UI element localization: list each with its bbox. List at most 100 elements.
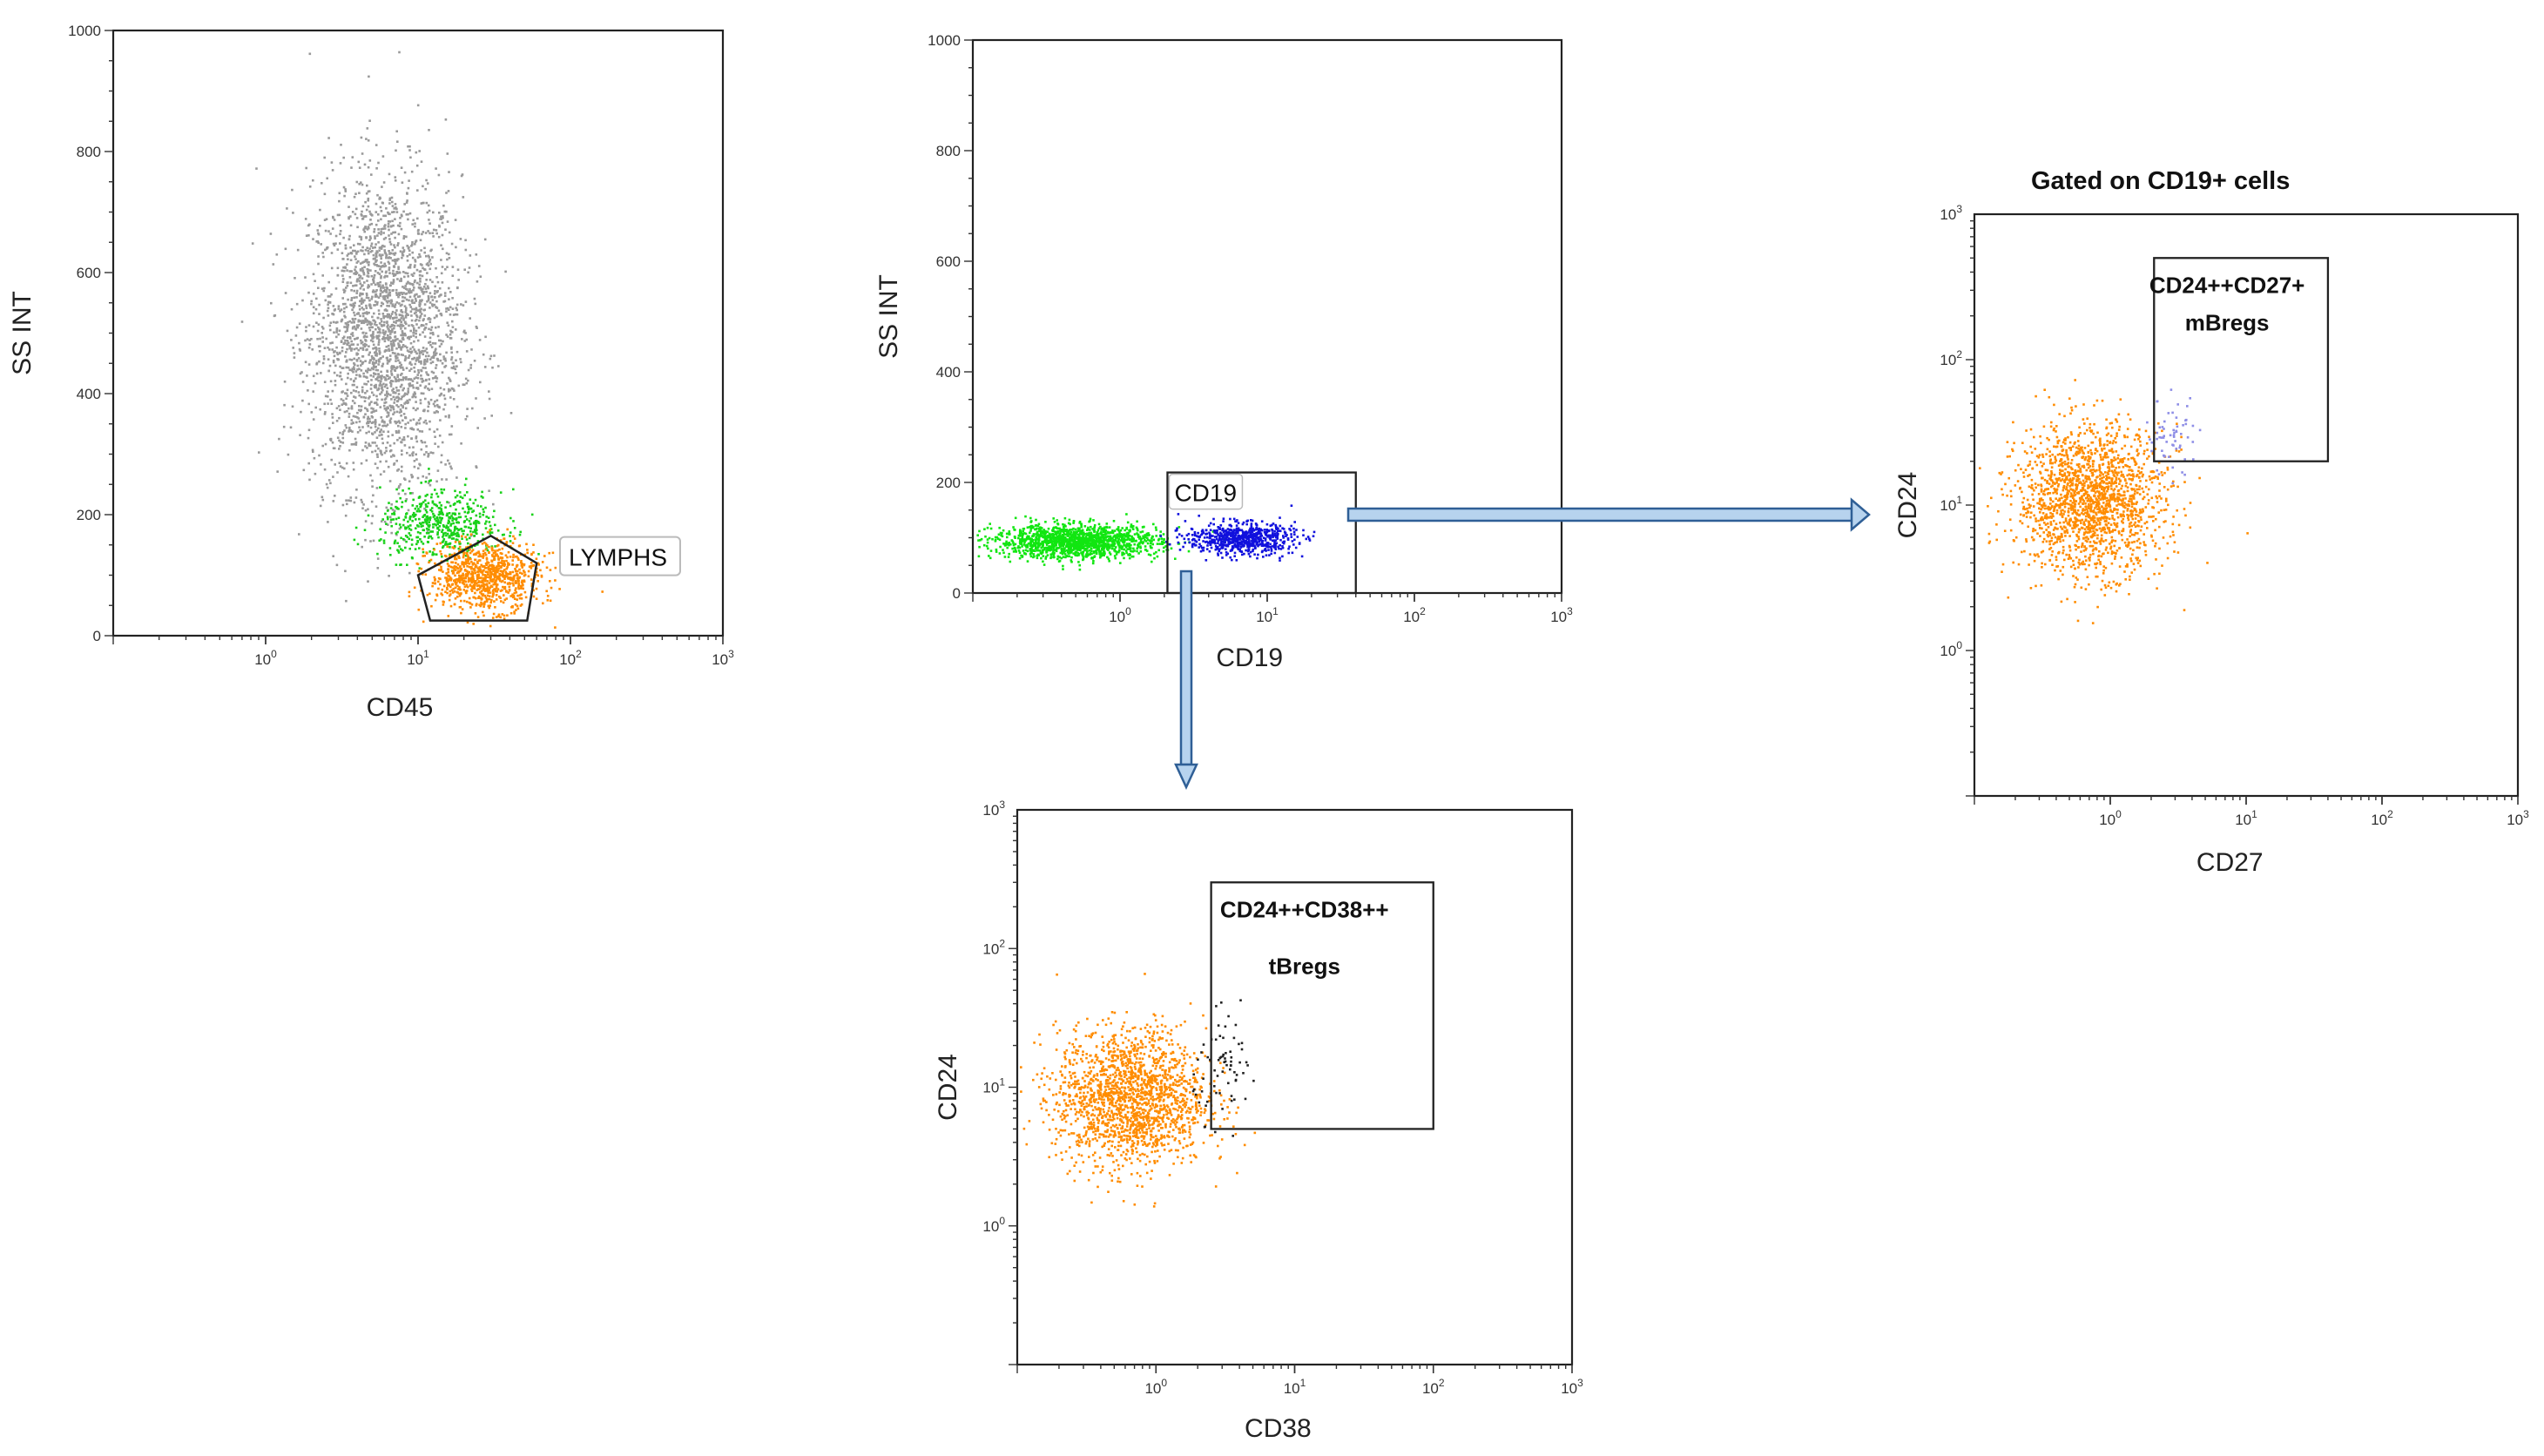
event-point [381,518,384,521]
event-point [500,574,503,576]
event-point [352,468,355,471]
event-point [446,258,449,261]
event-point [435,367,437,369]
event-point [331,348,334,351]
event-point [324,442,327,446]
event-point [344,316,347,319]
event-point [400,379,402,381]
event-point [1097,522,1101,526]
event-point [434,400,436,403]
event-point [435,315,438,318]
event-point [345,599,348,603]
event-point [1092,560,1095,563]
event-point [382,214,385,218]
event-point [370,222,374,226]
event-point [396,278,399,280]
event-point [420,307,422,311]
event-point [360,213,363,216]
event-point [427,482,430,485]
event-point [535,573,538,576]
event-point [422,266,424,270]
event-point [413,266,416,268]
event-point [364,520,368,522]
event-point [495,554,497,556]
event-point [428,535,431,538]
event-point [389,380,393,382]
event-point [432,211,435,214]
event-point [403,203,406,206]
event-point [509,576,512,579]
event-point [1086,554,1090,557]
event-point [474,558,477,562]
event-point [463,494,466,496]
event-point [454,313,457,316]
event-point [330,252,334,254]
event-point [512,576,516,578]
event-point [374,351,376,354]
event-point [346,254,349,257]
event-point [435,229,438,232]
event-point [362,321,366,325]
event-point [511,570,515,574]
event-point [415,562,419,565]
event-point [352,343,355,346]
event-point [453,590,456,593]
event-point [404,308,408,312]
event-point [495,590,497,593]
event-point [382,181,386,184]
event-point [462,599,466,603]
event-point [402,346,404,348]
event-point [380,370,382,374]
event-point [307,402,310,406]
event-point [1035,518,1037,522]
event-point [347,324,350,327]
event-point [362,272,365,274]
event-point [420,288,422,291]
event-point [438,225,441,228]
event-point [467,580,470,583]
event-point [388,256,391,259]
event-point [1024,515,1027,518]
event-point [435,326,437,329]
event-point [462,572,464,576]
event-point [331,227,334,230]
event-point [356,368,359,371]
event-point [472,623,475,625]
event-point [381,453,383,456]
event-point [395,522,398,525]
event-point [380,428,382,431]
event-point [473,562,476,565]
event-point [406,393,408,395]
event-point [482,508,484,511]
event-point [462,556,465,559]
event-point [382,314,385,318]
event-point [372,539,375,543]
event-point [400,227,403,231]
event-point [1088,545,1091,549]
event-point [461,562,463,565]
event-point [380,228,383,231]
event-point [371,433,375,435]
event-point [408,354,411,357]
event-point [411,243,414,246]
event-point [392,391,395,394]
event-point [1108,560,1110,563]
event-point [395,380,397,383]
event-point [388,253,391,255]
event-point [378,334,381,337]
event-point [418,517,421,521]
event-point [535,557,538,560]
event-point [384,531,387,534]
event-point [367,421,370,425]
event-point [464,580,467,583]
event-point [334,350,336,353]
event-point [1130,523,1133,526]
event-point [498,572,501,576]
event-point [341,403,344,406]
event-point [449,577,453,581]
event-point [376,552,379,556]
event-point [465,350,469,353]
event-point [400,309,403,312]
event-point [358,367,361,370]
